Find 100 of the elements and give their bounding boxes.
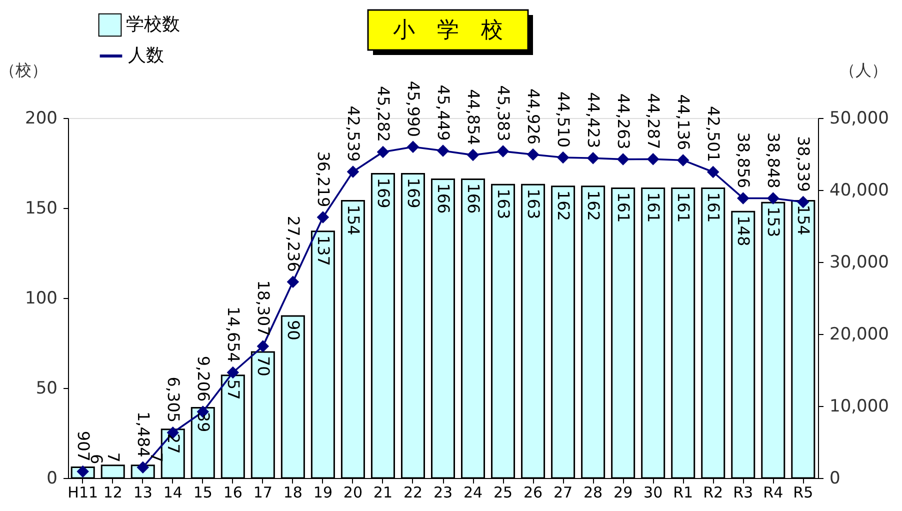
y-tick-label: 100 [25,288,58,308]
data-label: 27,236 [284,216,303,272]
data-label: 38,848 [764,132,784,188]
data-label: 161 [704,192,724,223]
x-tick-label: 25 [493,484,513,502]
data-label: 6,305 [164,376,183,423]
data-label: 161 [674,192,694,223]
x-tick-label: R1 [673,484,694,502]
point [256,340,270,352]
x-tick-label: 18 [283,484,302,502]
legend-label: 学校数 [126,14,180,35]
data-label: 38,856 [734,132,754,188]
x-tick-label: 28 [584,484,603,502]
data-label: 14,654 [224,306,243,362]
point [526,148,540,161]
data-label: 7 [104,452,123,462]
y-axis-title: （校） [0,60,48,80]
data-label: 169 [374,178,393,208]
point [586,152,600,164]
x-tick-label: 13 [133,484,152,502]
y-tick-label: 50 [36,378,58,398]
data-label: 18,307 [254,280,273,336]
x-tick-label: 26 [523,484,543,502]
data-label: 9,206 [194,356,213,402]
x-tick-label: 17 [253,484,272,502]
data-label: 163 [494,188,514,220]
data-label: 161 [614,192,634,223]
data-label: 163 [524,188,544,220]
data-label: 154 [794,204,814,236]
point [436,144,450,157]
y2-tick-label: 10,000 [830,396,889,416]
point [646,153,660,166]
data-label: 162 [554,190,574,221]
y-tick-label: 150 [25,198,58,218]
data-label: 44,287 [644,93,664,150]
y2-tick-label: 40,000 [830,180,889,200]
x-tick-label: R2 [703,484,724,502]
point [466,148,480,162]
x-tick-label: 23 [433,484,453,502]
y2-tick-label: 0 [830,468,840,488]
data-label: 44,263 [614,93,634,150]
data-label: 45,990 [404,80,423,137]
x-tick-label: 15 [193,484,212,502]
y-tick-label: 200 [25,108,58,128]
data-label: 44,136 [674,94,694,150]
x-tick-label: R5 [793,484,814,502]
data-label: 57 [224,379,243,400]
x-tick-label: 14 [163,484,182,502]
y-tick-label: 0 [46,468,58,488]
x-tick-label: 19 [313,484,332,502]
legend-label: 人数 [128,45,164,66]
point [736,192,750,204]
data-label: 137 [314,235,333,266]
point [376,146,390,158]
data-label: 27 [164,433,183,454]
chart-title: 小 学 校 [393,18,503,43]
y2-tick-label: 50,000 [830,108,889,128]
y2-tick-label: 30,000 [830,252,889,272]
x-tick-label: 20 [343,484,363,502]
x-tick-label: 30 [644,484,663,502]
data-label: 169 [404,178,423,208]
x-tick-label: 12 [103,484,122,502]
y2-tick-label: 20,000 [830,324,889,344]
data-label: 153 [764,206,784,238]
data-label: 166 [464,183,484,214]
point [226,366,240,379]
data-label: 38,339 [794,136,814,192]
x-tick-label: 16 [223,484,242,502]
data-label: 45,282 [374,86,393,142]
data-label: 42,501 [704,106,724,162]
y2-axis-title: （人） [840,60,888,80]
point [316,211,330,224]
x-tick-label: 24 [463,484,483,502]
data-label: 90 [284,320,303,340]
data-label: 148 [734,216,754,246]
data-label: 44,926 [524,88,544,145]
point [76,465,89,478]
data-label: 44,854 [464,89,484,146]
x-tick-label: 27 [554,484,573,502]
point [767,192,780,204]
data-label: 44,510 [554,92,574,148]
x-tick-label: 22 [403,484,423,502]
data-label: 44,423 [584,92,604,148]
data-label: 45,449 [434,84,453,141]
data-label: 45,383 [494,85,514,142]
data-label: 161 [644,192,664,223]
data-label: 42,539 [344,106,363,162]
data-label: 166 [434,183,453,214]
data-label: 36,219 [314,151,333,208]
data-label: 154 [344,204,363,236]
point [676,154,690,166]
x-tick-label: 29 [614,484,633,502]
point [556,151,570,164]
x-tick-label: R3 [733,484,754,502]
point [616,153,630,166]
x-tick-label: 21 [373,484,393,502]
point [496,145,510,158]
point [346,166,360,178]
data-label: 70 [254,356,273,376]
point [406,140,420,153]
